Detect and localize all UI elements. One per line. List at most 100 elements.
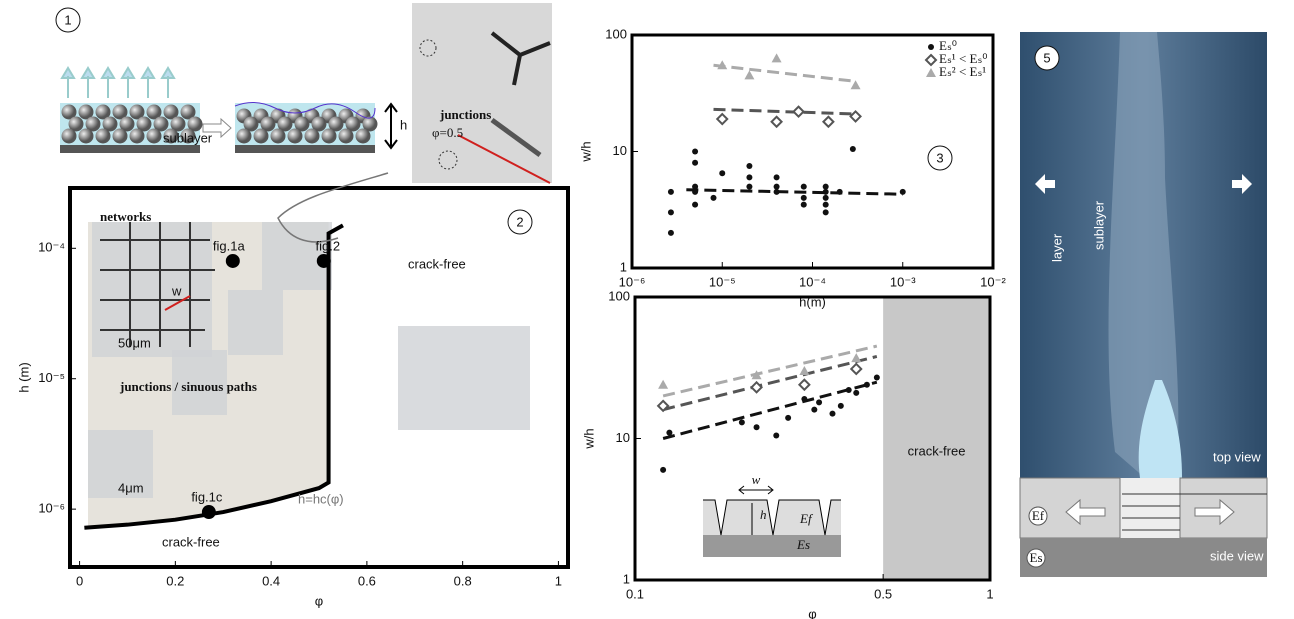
inset-label: Es: [796, 537, 810, 552]
arrow: [1065, 498, 1106, 526]
particle: [270, 128, 286, 144]
y-axis-label: w/h: [581, 428, 596, 449]
point: [797, 378, 811, 392]
particle: [146, 128, 162, 144]
panel-number: 1: [64, 12, 71, 27]
substrate: [60, 145, 200, 153]
annotation: junctions / sinuous paths: [119, 379, 257, 394]
plot-frame: [68, 186, 570, 569]
arrow: [60, 66, 76, 98]
crack: [490, 31, 551, 86]
micrograph: [412, 3, 552, 183]
x-tick-label: 1: [555, 573, 562, 588]
particle: [355, 128, 371, 144]
point: [667, 229, 674, 236]
legend-label: Eₛ⁰: [939, 38, 957, 53]
particle: [253, 128, 269, 144]
point: [746, 174, 753, 181]
panel-number: 5: [1043, 50, 1050, 65]
panel-number: 2: [516, 214, 523, 229]
particle: [180, 104, 196, 120]
annotation: networks: [100, 209, 151, 224]
x-tick-label: 10⁻³: [890, 274, 916, 289]
boundary: [84, 223, 344, 530]
point: [666, 429, 673, 436]
point: [738, 419, 745, 426]
region-label: crack-free: [908, 443, 966, 458]
particle: [61, 104, 77, 120]
point: [715, 112, 729, 126]
x-tick-label: 10⁻⁶: [619, 274, 646, 289]
label: h: [400, 117, 407, 132]
point: [863, 381, 870, 388]
point: [849, 146, 856, 153]
crack-lines: [1122, 493, 1267, 531]
particle: [260, 116, 276, 132]
particle: [277, 116, 293, 132]
panel-badge: [507, 209, 533, 235]
y-axis-label: w/h: [578, 141, 593, 162]
point: [692, 188, 699, 195]
point: [316, 253, 331, 268]
particle: [102, 116, 118, 132]
particle: [243, 116, 259, 132]
photo-crack: [1138, 380, 1182, 478]
annotation: crack-free: [162, 534, 220, 549]
particle: [129, 128, 145, 144]
point: [719, 170, 726, 177]
point: [658, 379, 669, 389]
point: [692, 201, 699, 208]
x-tick-label: 0.6: [358, 573, 376, 588]
y-tick-label: 1: [623, 571, 630, 586]
particle: [112, 128, 128, 144]
particle: [311, 116, 327, 132]
arrow: [80, 66, 96, 98]
point: [849, 110, 862, 123]
point: [785, 414, 792, 421]
y-tick-label: 1: [620, 259, 627, 274]
point: [801, 396, 808, 403]
particle: [78, 104, 94, 120]
label: layer: [1049, 233, 1064, 262]
particle: [287, 128, 303, 144]
crack: [490, 117, 542, 158]
particle: [95, 104, 111, 120]
x-tick-label: 0: [76, 573, 83, 588]
x-axis-label: φ: [808, 606, 816, 619]
point: [750, 380, 763, 394]
substrate: [1020, 538, 1267, 577]
point: [744, 70, 755, 80]
annotation: 4μm: [118, 480, 144, 495]
inset-sub: [703, 535, 841, 557]
particle: [95, 128, 111, 144]
point: [656, 399, 670, 413]
point-label: fig.1a: [213, 238, 246, 253]
point: [773, 432, 780, 439]
point: [822, 201, 829, 208]
x-tick-label: 0.1: [626, 586, 644, 601]
fit-line: [713, 107, 856, 116]
label: sublayer: [1091, 200, 1106, 250]
point: [717, 60, 728, 70]
particle: [78, 128, 94, 144]
arrow: [457, 134, 551, 184]
label: junctions: [439, 107, 491, 122]
label: top view: [1213, 449, 1261, 464]
point: [692, 159, 699, 166]
inset-label: w: [752, 472, 761, 487]
point: [873, 374, 880, 381]
particle: [304, 128, 320, 144]
label: sublayer: [163, 130, 213, 145]
point: [660, 466, 667, 473]
point: [926, 68, 936, 77]
legend-label: Eₛ¹ < Eₛ⁰: [939, 51, 988, 66]
point: [924, 53, 938, 67]
point: [837, 402, 844, 409]
panel-number: 3: [936, 150, 943, 165]
inset-arrows: [738, 485, 774, 535]
arrow: [202, 117, 232, 139]
particle: [112, 104, 128, 120]
point: [746, 183, 753, 190]
particle: [362, 116, 378, 132]
x-tick-label: 10⁻⁵: [709, 274, 736, 289]
